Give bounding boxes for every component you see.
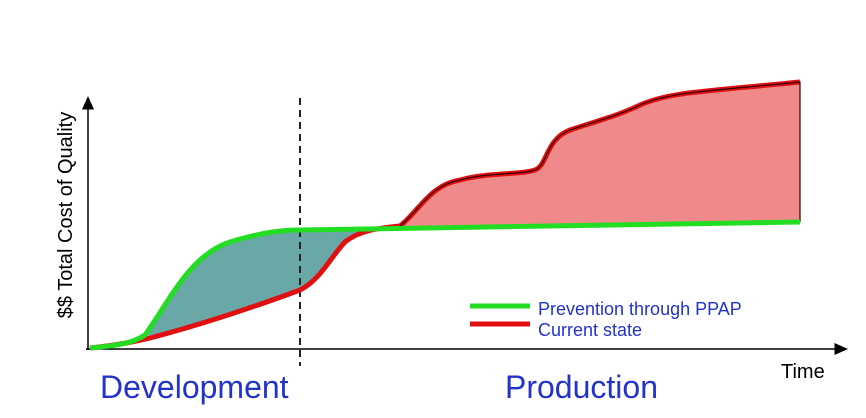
- x-axis-label: Time: [781, 361, 825, 383]
- prevention-curve: [89, 219, 801, 351]
- legend-label: Current state: [538, 320, 642, 340]
- legend-label: Prevention through PPAP: [538, 299, 742, 319]
- current-state-outline: [399, 81, 801, 227]
- phase-label: Production: [505, 369, 658, 405]
- phase-label: Development: [100, 369, 289, 405]
- y-axis-label: $$ Total Cost of Quality: [55, 112, 77, 318]
- pink-area: [400, 82, 800, 226]
